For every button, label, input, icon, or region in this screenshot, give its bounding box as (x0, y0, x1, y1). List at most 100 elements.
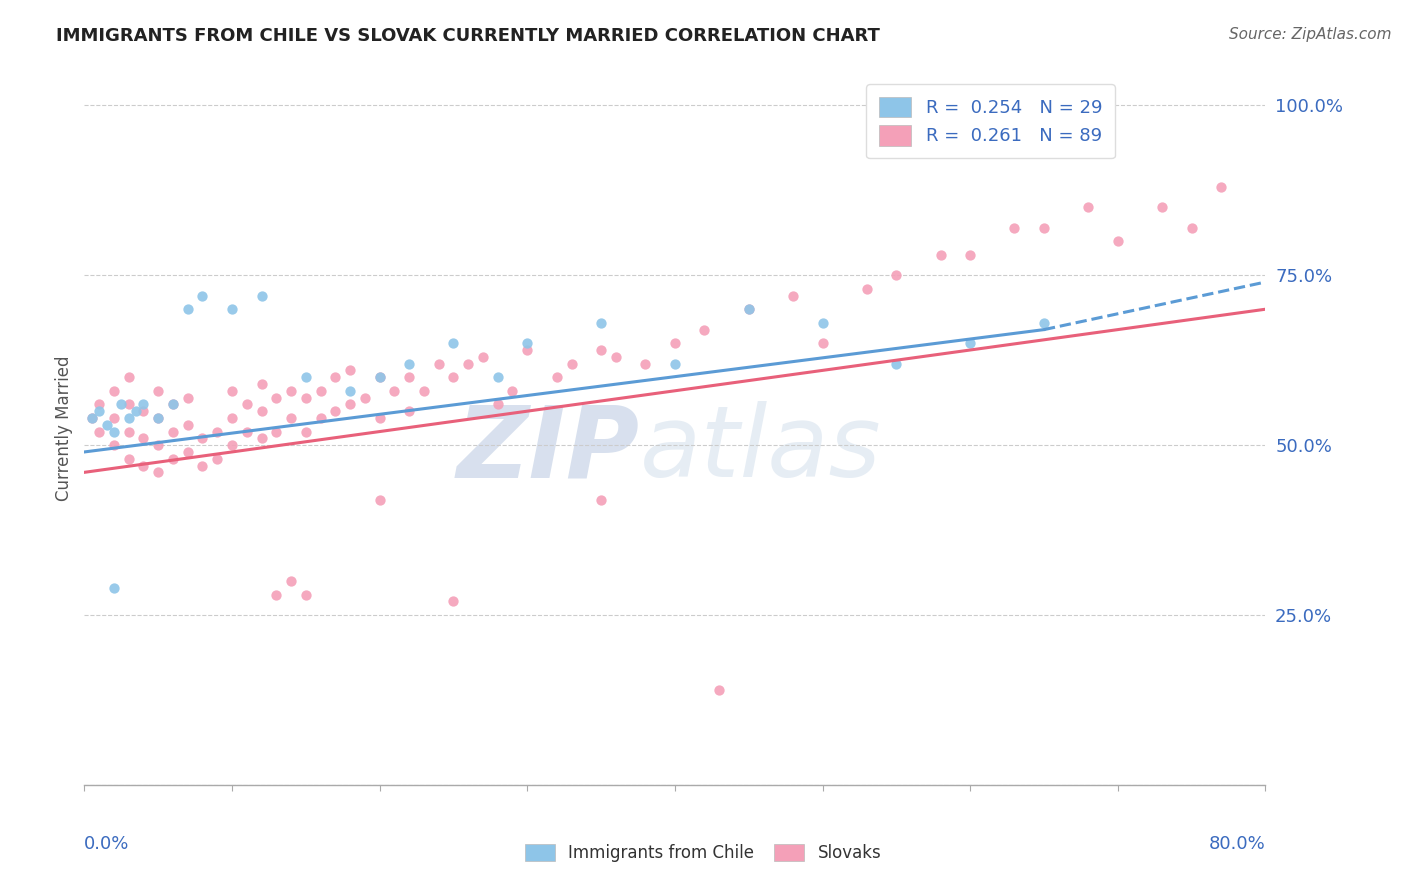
Point (96, 417, 118, 432)
Point (1150, 200, 1173, 214)
Text: IMMIGRANTS FROM CHILE VS SLOVAK CURRENTLY MARRIED CORRELATION CHART: IMMIGRANTS FROM CHILE VS SLOVAK CURRENTL… (56, 27, 880, 45)
Point (368, 411, 391, 425)
Point (486, 397, 509, 411)
Point (693, 323, 716, 337)
Point (1033, 316, 1056, 330)
Point (87, 425, 111, 439)
Point (148, 411, 170, 425)
Point (591, 316, 613, 330)
Text: 0.0%: 0.0% (84, 835, 129, 853)
Point (110, 397, 132, 411)
Point (221, 384, 243, 398)
Point (339, 363, 361, 377)
Point (443, 370, 465, 384)
Point (516, 343, 538, 357)
Point (516, 336, 538, 351)
Point (162, 397, 184, 411)
Point (546, 370, 568, 384)
Point (177, 391, 200, 405)
Point (132, 397, 155, 411)
Point (591, 343, 613, 357)
Point (280, 574, 302, 588)
Point (709, 682, 731, 697)
Point (605, 350, 627, 364)
Point (811, 316, 834, 330)
Point (398, 404, 420, 418)
Point (339, 397, 361, 411)
Point (501, 384, 523, 398)
Point (118, 451, 141, 466)
Point (368, 370, 391, 384)
Point (148, 384, 170, 398)
Legend: Immigrants from Chile, Slovaks: Immigrants from Chile, Slovaks (516, 836, 890, 871)
Point (368, 492, 391, 507)
Point (177, 302, 200, 317)
Point (162, 397, 184, 411)
Point (561, 357, 583, 371)
Point (295, 425, 318, 439)
Point (782, 288, 804, 302)
Point (368, 370, 391, 384)
Point (221, 438, 243, 452)
Point (443, 594, 465, 608)
Point (472, 350, 495, 364)
Point (413, 384, 436, 398)
Point (1033, 220, 1056, 235)
Point (591, 492, 613, 507)
Point (250, 404, 273, 418)
Point (87, 404, 111, 418)
Point (250, 376, 273, 391)
Point (959, 248, 981, 262)
Point (132, 404, 155, 418)
Text: Source: ZipAtlas.com: Source: ZipAtlas.com (1229, 27, 1392, 42)
Point (664, 357, 686, 371)
Point (1181, 220, 1204, 235)
Point (295, 391, 318, 405)
Point (236, 425, 259, 439)
Point (398, 370, 420, 384)
Point (221, 411, 243, 425)
Point (886, 268, 908, 283)
Text: 80.0%: 80.0% (1209, 835, 1265, 853)
Point (118, 425, 141, 439)
Point (738, 302, 761, 317)
Point (118, 397, 141, 411)
Point (295, 370, 318, 384)
Point (443, 336, 465, 351)
Point (87, 397, 111, 411)
Point (103, 384, 125, 398)
Point (207, 451, 229, 466)
Point (191, 431, 214, 445)
Point (309, 384, 332, 398)
Point (103, 425, 125, 439)
Point (664, 336, 686, 351)
Point (177, 417, 200, 432)
Point (221, 302, 243, 317)
Text: ZIP: ZIP (457, 401, 640, 498)
Point (856, 282, 879, 296)
Point (250, 431, 273, 445)
Point (354, 391, 377, 405)
Point (266, 391, 288, 405)
Point (148, 411, 170, 425)
Point (1211, 180, 1233, 194)
Text: atlas: atlas (640, 401, 882, 498)
Point (266, 425, 288, 439)
Point (125, 404, 148, 418)
Point (811, 336, 834, 351)
Point (162, 451, 184, 466)
Point (382, 384, 406, 398)
Point (309, 411, 332, 425)
Point (132, 431, 155, 445)
Point (250, 288, 273, 302)
Point (148, 466, 170, 480)
Point (103, 581, 125, 595)
Point (634, 357, 657, 371)
Point (118, 370, 141, 384)
Point (118, 411, 141, 425)
Y-axis label: Currently Married: Currently Married (55, 355, 73, 501)
Point (103, 438, 125, 452)
Point (280, 384, 302, 398)
Point (325, 404, 347, 418)
Point (207, 425, 229, 439)
